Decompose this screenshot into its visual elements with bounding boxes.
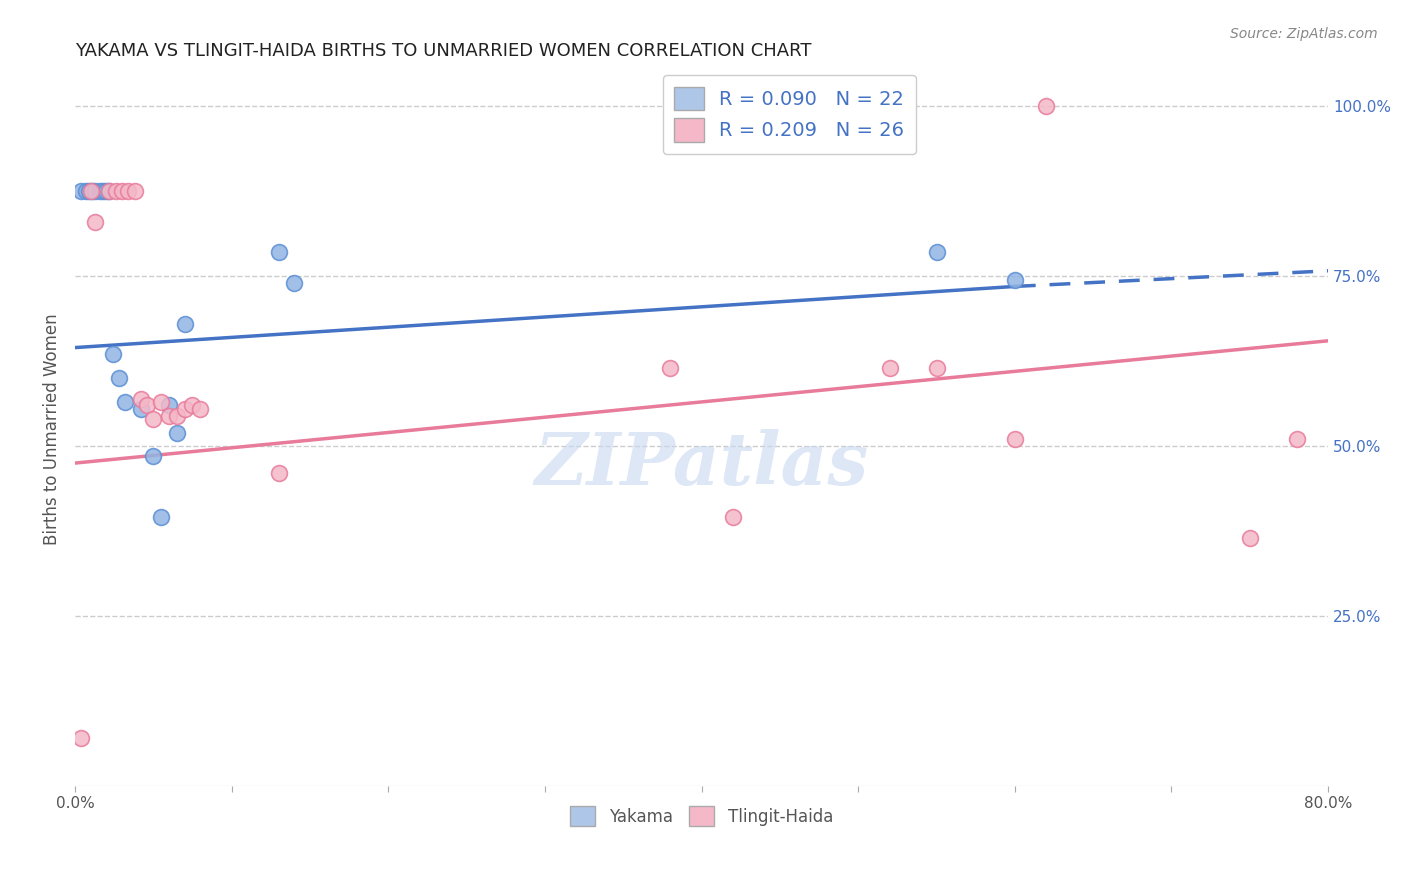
Point [173,317,195,331]
Point [75,184,97,198]
Point [1004,272,1026,286]
Point [70,731,93,746]
Point [157,398,180,412]
Point [150,395,173,409]
Point [1035,99,1057,113]
Point [98,184,121,198]
Point [108,371,131,385]
Point [879,361,901,376]
Point [1239,531,1261,545]
Point [267,245,290,260]
Point [117,184,139,198]
Text: ZIPatlas: ZIPatlas [534,429,869,500]
Text: YAKAMA VS TLINGIT-HAIDA BIRTHS TO UNMARRIED WOMEN CORRELATION CHART: YAKAMA VS TLINGIT-HAIDA BIRTHS TO UNMARR… [75,42,811,60]
Point [124,184,146,198]
Point [129,401,152,416]
Point [150,510,173,524]
Point [1285,432,1308,446]
Point [77,184,100,198]
Point [96,184,118,198]
Point [659,361,682,376]
Point [925,245,948,260]
Y-axis label: Births to Unmarried Women: Births to Unmarried Women [44,313,60,545]
Point [98,184,121,198]
Point [89,184,111,198]
Point [70,184,93,198]
Point [84,215,107,229]
Point [79,184,101,198]
Point [188,401,211,416]
Point [84,184,107,198]
Point [82,184,104,198]
Point [104,184,127,198]
Point [142,450,165,464]
Legend: Yakama, Tlingit-Haida: Yakama, Tlingit-Haida [562,797,841,835]
Point [111,184,134,198]
Point [173,401,195,416]
Point [142,412,165,426]
Point [283,276,305,290]
Point [721,510,744,524]
Point [91,184,114,198]
Point [166,425,188,440]
Point [1004,432,1026,446]
Point [181,398,204,412]
Point [136,398,159,412]
Point [114,395,136,409]
Text: Source: ZipAtlas.com: Source: ZipAtlas.com [1230,27,1378,41]
Point [101,347,124,361]
Point [925,361,948,376]
Point [166,409,188,423]
Point [157,409,180,423]
Point [129,392,152,406]
Point [267,467,290,481]
